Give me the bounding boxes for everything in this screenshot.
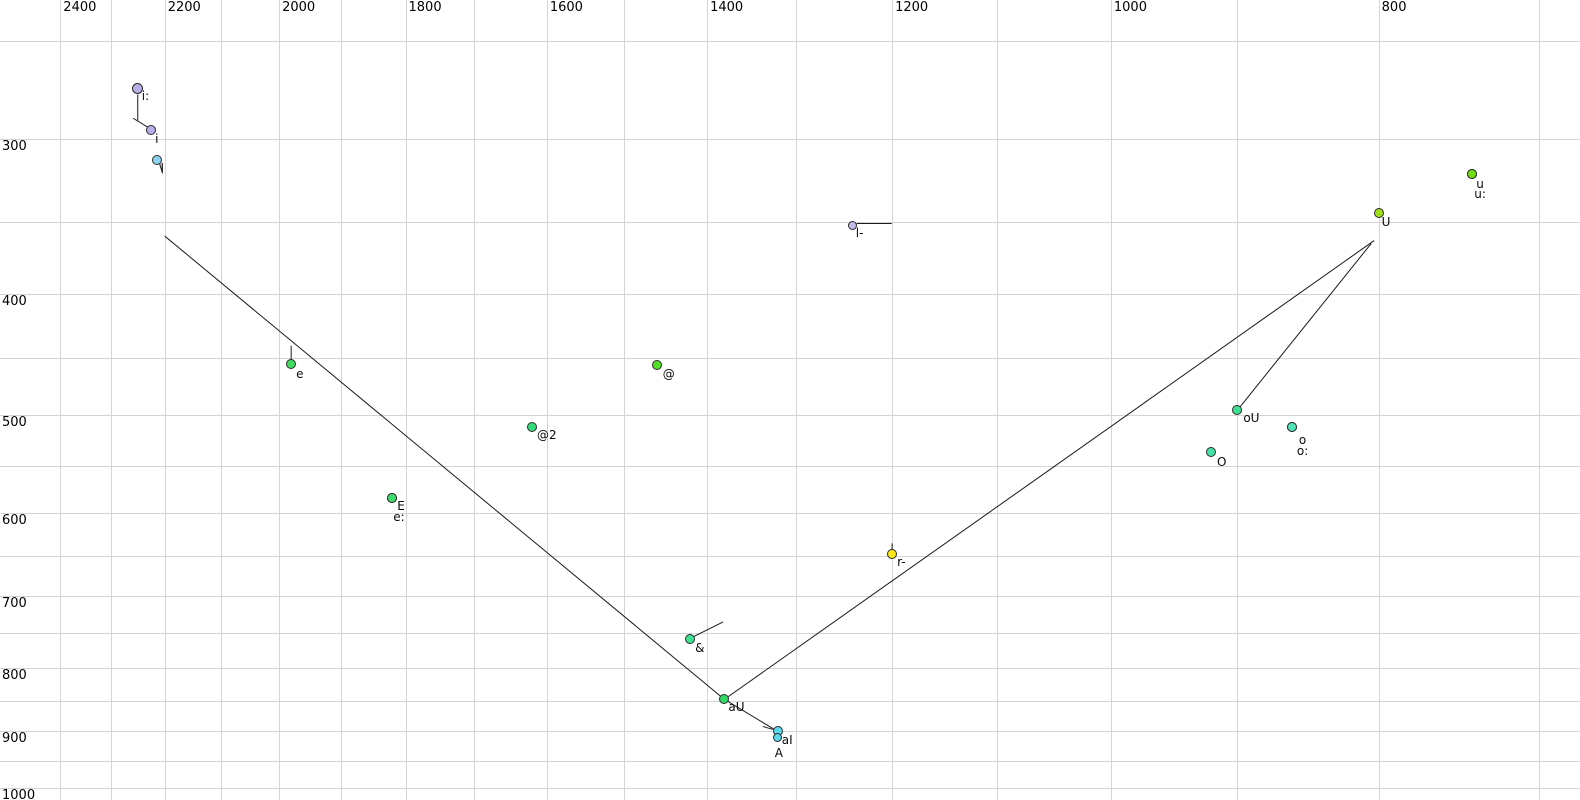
point-tail-I — [159, 163, 164, 174]
vowel-point-i[interactable] — [146, 125, 157, 136]
vowel-point-i:[interactable] — [132, 82, 144, 94]
vowel-label-&: & — [695, 640, 705, 655]
gridline-horizontal-900 — [0, 731, 1580, 732]
gridline-horizontal-800 — [0, 668, 1580, 669]
y-axis-tick-label: 400 — [2, 294, 27, 310]
y-axis-tick-label: 1000 — [2, 788, 36, 800]
vowel-label-u:: u: — [1474, 187, 1486, 202]
y-axis-tick-label: 500 — [2, 414, 27, 430]
gridline-horizontal-750 — [0, 633, 1580, 634]
vowel-label-@2: @2 — [536, 428, 557, 443]
vowel-point-U[interactable] — [1373, 208, 1384, 219]
vowel-point-r-[interactable] — [887, 549, 898, 560]
x-axis-tick-label: 1200 — [895, 0, 929, 15]
y-axis-tick-label: 600 — [2, 512, 27, 528]
x-axis-tick-label: 1000 — [1113, 0, 1147, 15]
gridline-vertical-800 — [1379, 0, 1380, 800]
gridline-vertical-1900 — [341, 0, 342, 800]
x-axis-tick-label: 1800 — [408, 0, 442, 15]
vowel-label-i: i — [155, 132, 159, 147]
vowel-label-oU: oU — [1243, 411, 1260, 426]
gridline-vertical-2400 — [60, 0, 61, 800]
vowel-label-u: u — [1476, 177, 1484, 192]
gridline-vertical-1400 — [707, 0, 708, 800]
gridline-vertical-1600 — [547, 0, 548, 800]
vowel-label-e: e — [296, 366, 304, 381]
vowel-label-aI: aI — [781, 733, 793, 748]
gridline-vertical-900 — [1237, 0, 1238, 800]
vowel-label-aU: aU — [728, 700, 745, 715]
x-axis-tick-label: 2400 — [63, 0, 97, 15]
y-axis-tick-label: 700 — [2, 595, 27, 611]
gridline-horizontal-550 — [0, 466, 1580, 467]
gridline-vertical-1100 — [997, 0, 998, 800]
gridline-horizontal-600 — [0, 513, 1580, 514]
gridline-horizontal-650 — [0, 556, 1580, 557]
trajectory-line-3 — [1236, 243, 1372, 411]
trajectory-line-1 — [724, 698, 778, 732]
vowel-point-O[interactable] — [1205, 447, 1216, 458]
gridline-vertical-2300 — [111, 0, 112, 800]
vowel-label-U: U — [1381, 215, 1391, 230]
vowel-point-e[interactable] — [286, 358, 297, 369]
x-axis-tick-label: 800 — [1381, 0, 1407, 15]
vowel-label-O: O — [1216, 455, 1227, 470]
gridline-vertical-2100 — [221, 0, 222, 800]
gridline-vertical-2200 — [165, 0, 166, 800]
y-axis-tick-label: 300 — [2, 139, 27, 155]
trajectory-line-2 — [724, 240, 1375, 700]
vowel-point-o:[interactable] — [1286, 422, 1297, 433]
vowel-point-e:[interactable] — [387, 493, 398, 504]
gridline-vertical-700 — [1539, 0, 1540, 800]
y-axis-tick-label: 900 — [2, 731, 27, 747]
vowel-label-r-: r- — [897, 555, 906, 570]
gridline-vertical-1700 — [474, 0, 475, 800]
vowel-point-&[interactable] — [685, 633, 696, 644]
gridline-horizontal-450 — [0, 358, 1580, 359]
trajectory-line-0 — [164, 235, 725, 700]
gridline-vertical-2000 — [279, 0, 280, 800]
gridline-vertical-1500 — [624, 0, 625, 800]
gridline-vertical-1200 — [892, 0, 893, 800]
vowel-point-@2[interactable] — [526, 422, 537, 433]
gridline-vertical-1800 — [406, 0, 407, 800]
vowel-label-I: I — [160, 161, 165, 176]
gridline-vertical-1000 — [1111, 0, 1112, 800]
vowel-point-u:[interactable] — [1467, 169, 1478, 180]
gridline-horizontal-350 — [0, 222, 1580, 223]
vowel-point-A[interactable] — [773, 732, 783, 742]
vowel-label-o:: o: — [1296, 444, 1309, 459]
point-tail-aI — [762, 725, 773, 730]
vowel-point-oU[interactable] — [1232, 405, 1243, 416]
gridline-horizontal-850 — [0, 701, 1580, 702]
x-axis-tick-label: 1600 — [549, 0, 583, 15]
vowel-label-o: o — [1298, 433, 1307, 448]
vowel-label-@: @ — [662, 366, 675, 381]
gridline-horizontal-700 — [0, 596, 1580, 597]
vowel-label-i:: i: — [141, 89, 150, 104]
vowel-label-A: A — [774, 746, 783, 761]
vowel-point-I[interactable] — [151, 155, 162, 166]
x-axis-tick-label: 2000 — [282, 0, 316, 15]
vowel-label-e:: e: — [393, 510, 405, 525]
y-axis-tick-label: 800 — [2, 667, 27, 683]
gridline-horizontal-400 — [0, 294, 1580, 295]
x-axis-tick-label: 1400 — [710, 0, 744, 15]
vowel-point-aU[interactable] — [719, 694, 730, 705]
vowel-label-l-: l- — [855, 226, 864, 241]
gridline-horizontal-950 — [0, 761, 1580, 762]
x-axis-tick-label: 2200 — [167, 0, 201, 15]
gridline-horizontal-1000 — [0, 788, 1580, 789]
gridline-horizontal-250 — [0, 41, 1580, 42]
vowel-label-E: E — [397, 499, 405, 514]
gridline-horizontal-300 — [0, 139, 1580, 140]
point-tail-& — [692, 621, 724, 638]
gridline-vertical-1300 — [796, 0, 797, 800]
gridline-horizontal-500 — [0, 415, 1580, 416]
vowel-point-l-[interactable] — [848, 220, 858, 230]
vowel-point-@[interactable] — [651, 359, 662, 370]
